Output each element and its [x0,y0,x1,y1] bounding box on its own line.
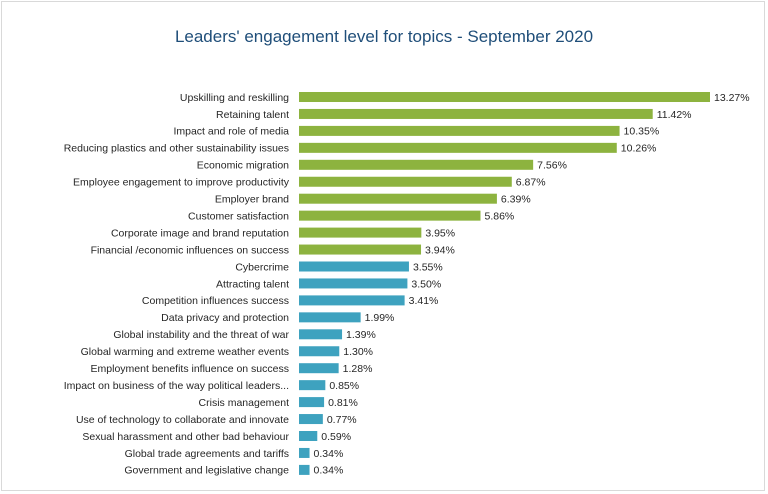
value-label: 11.42% [657,109,692,121]
bar [299,363,339,374]
category-label: Employer brand [215,194,289,206]
bar [299,159,534,170]
category-label: Data privacy and protection [161,312,289,324]
bar [299,312,361,323]
category-label: Use of technology to collaborate and inn… [76,414,289,426]
bar [299,295,405,306]
bar [299,142,617,153]
category-label: Impact on business of the way political … [64,380,289,392]
chart-title: Leaders' engagement level for topics - S… [174,27,594,46]
bar [299,227,422,238]
value-label: 1.99% [365,312,395,324]
bar [299,397,325,408]
value-label: 0.34% [314,465,344,477]
category-label: Upskilling and reskilling [180,92,289,104]
bar [299,210,481,221]
category-label: Global instability and the threat of war [113,329,289,341]
category-label: Reducing plastics and other sustainabili… [64,143,289,155]
value-label: 3.41% [409,295,439,307]
bar [299,244,422,255]
category-label: Financial /economic influences on succes… [91,244,289,256]
value-label: 0.34% [314,448,344,460]
value-label: 7.56% [537,160,567,172]
category-label: Crisis management [199,397,290,409]
category-label: Competition influences success [142,295,289,307]
category-label: Attracting talent [216,278,289,290]
value-label: 1.28% [343,363,373,375]
value-label: 0.81% [328,397,358,409]
category-label: Retaining talent [216,109,289,121]
bar [299,414,323,425]
value-label: 13.27% [714,92,750,104]
category-label: Economic migration [197,160,289,172]
category-label: Global trade agreements and tariffs [125,448,289,460]
bar [299,447,310,458]
value-label: 10.26% [621,143,657,155]
value-label: 0.59% [321,431,351,443]
category-label: Global warming and extreme weather event… [81,346,289,358]
bar [299,464,310,475]
category-label: Customer satisfaction [188,210,289,222]
value-label: 0.77% [327,414,357,426]
bar [299,92,710,102]
value-label: 10.35% [624,126,660,138]
value-label: 3.55% [413,261,443,273]
value-label: 1.30% [343,346,373,358]
category-label: Corporate image and brand reputation [111,227,289,239]
bar [299,176,512,187]
bar [299,431,318,441]
value-label: 0.85% [329,380,359,392]
value-label: 5.86% [484,210,514,222]
value-label: 3.50% [411,278,441,290]
bar [299,261,409,272]
bar [299,380,326,391]
value-label: 6.87% [516,177,546,189]
value-label: 6.39% [501,194,531,206]
value-label: 3.95% [425,227,455,239]
bar [299,193,497,204]
bar [299,108,653,119]
value-label: 3.94% [425,244,455,256]
bar [299,346,340,357]
category-label: Government and legislative change [124,465,289,477]
value-label: 1.39% [346,329,376,341]
bar [299,329,343,340]
category-label: Sexual harassment and other bad behaviou… [82,431,289,443]
category-label: Employment benefits influence on success [91,363,289,375]
category-label: Cybercrime [235,261,289,273]
bar [299,278,408,289]
category-label: Impact and role of media [173,126,289,138]
category-label: Employee engagement to improve productiv… [73,177,290,189]
bar [299,125,620,136]
